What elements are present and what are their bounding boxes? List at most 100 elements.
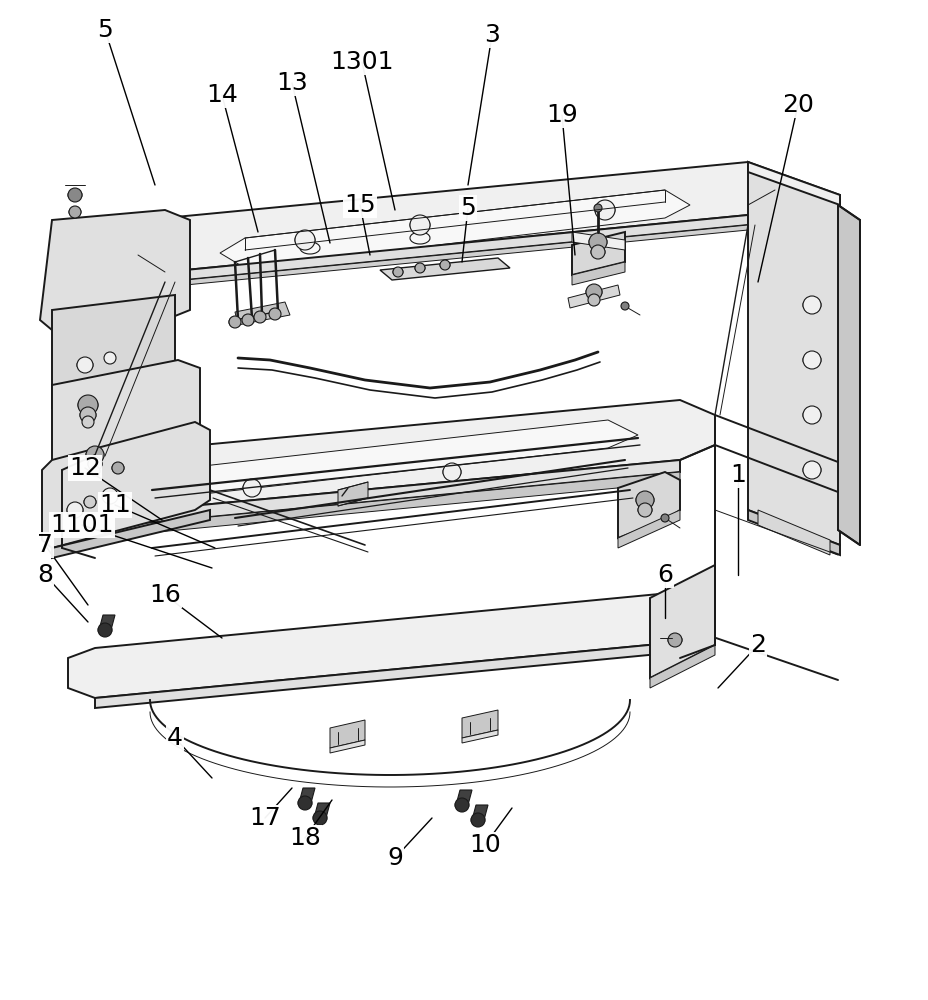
Polygon shape (338, 482, 367, 506)
Text: 12: 12 (69, 456, 101, 480)
Circle shape (620, 302, 628, 310)
Text: 15: 15 (343, 193, 376, 217)
Circle shape (78, 395, 97, 415)
Text: 5: 5 (459, 196, 475, 220)
Polygon shape (456, 790, 471, 805)
Text: 5: 5 (97, 18, 113, 42)
Circle shape (667, 633, 681, 647)
Circle shape (86, 446, 104, 464)
Circle shape (440, 260, 449, 270)
Polygon shape (235, 302, 290, 325)
Polygon shape (747, 510, 839, 555)
Text: 17: 17 (249, 806, 280, 830)
Circle shape (102, 488, 118, 504)
Circle shape (588, 233, 606, 251)
Text: 8: 8 (37, 563, 53, 587)
Circle shape (313, 811, 327, 825)
Polygon shape (650, 645, 715, 688)
Polygon shape (461, 710, 497, 738)
Polygon shape (650, 565, 715, 678)
Polygon shape (95, 472, 679, 538)
Text: 16: 16 (148, 583, 181, 607)
Text: 4: 4 (167, 726, 183, 750)
Circle shape (295, 230, 315, 250)
Polygon shape (572, 232, 625, 275)
Circle shape (638, 503, 651, 517)
Polygon shape (62, 400, 715, 515)
Text: 14: 14 (206, 83, 238, 107)
Circle shape (802, 461, 820, 479)
Polygon shape (165, 215, 747, 282)
Circle shape (67, 502, 83, 518)
Text: 1: 1 (729, 463, 745, 487)
Circle shape (802, 296, 820, 314)
Text: 1301: 1301 (329, 50, 393, 74)
Polygon shape (138, 420, 638, 498)
Circle shape (587, 294, 599, 306)
Polygon shape (299, 788, 315, 803)
Polygon shape (138, 162, 774, 272)
Text: 19: 19 (546, 103, 577, 127)
Polygon shape (99, 615, 115, 630)
Polygon shape (314, 803, 329, 818)
Circle shape (82, 416, 94, 428)
Circle shape (80, 407, 96, 423)
Circle shape (415, 263, 424, 273)
Text: 9: 9 (387, 846, 403, 870)
Circle shape (269, 308, 280, 320)
Text: 6: 6 (656, 563, 672, 587)
Circle shape (243, 479, 261, 497)
Polygon shape (757, 510, 829, 555)
Polygon shape (747, 162, 839, 205)
Polygon shape (329, 720, 365, 748)
Circle shape (229, 316, 240, 328)
Circle shape (104, 352, 116, 364)
Circle shape (409, 215, 430, 235)
Polygon shape (40, 210, 190, 330)
Circle shape (393, 267, 403, 277)
Circle shape (586, 284, 601, 300)
Circle shape (443, 463, 460, 481)
Circle shape (455, 798, 469, 812)
Circle shape (298, 796, 312, 810)
Polygon shape (52, 295, 174, 398)
Polygon shape (42, 422, 210, 548)
Text: 11: 11 (99, 493, 131, 517)
Circle shape (112, 462, 123, 474)
Polygon shape (747, 162, 839, 545)
Circle shape (88, 457, 102, 471)
Polygon shape (95, 642, 679, 708)
Circle shape (77, 357, 93, 373)
Text: 13: 13 (276, 71, 307, 95)
Polygon shape (380, 258, 509, 280)
Circle shape (802, 351, 820, 369)
Polygon shape (52, 438, 200, 488)
Circle shape (84, 496, 96, 508)
Polygon shape (52, 510, 210, 558)
Polygon shape (572, 262, 625, 285)
Polygon shape (220, 190, 690, 268)
Circle shape (253, 311, 265, 323)
Polygon shape (461, 730, 497, 743)
Circle shape (636, 491, 653, 509)
Circle shape (97, 623, 112, 637)
Polygon shape (617, 510, 679, 548)
Polygon shape (165, 225, 747, 287)
Circle shape (661, 514, 668, 522)
Circle shape (90, 466, 100, 476)
Polygon shape (572, 232, 625, 250)
Circle shape (590, 245, 604, 259)
Text: 10: 10 (469, 833, 500, 857)
Circle shape (470, 813, 484, 827)
Circle shape (802, 406, 820, 424)
Text: 1101: 1101 (50, 513, 113, 537)
Polygon shape (52, 380, 174, 408)
Polygon shape (617, 472, 679, 538)
Circle shape (68, 188, 82, 202)
Circle shape (69, 206, 81, 218)
Polygon shape (95, 460, 679, 528)
Text: 20: 20 (781, 93, 813, 117)
Polygon shape (329, 740, 365, 753)
Text: 2: 2 (749, 633, 766, 657)
Text: 7: 7 (37, 533, 53, 557)
